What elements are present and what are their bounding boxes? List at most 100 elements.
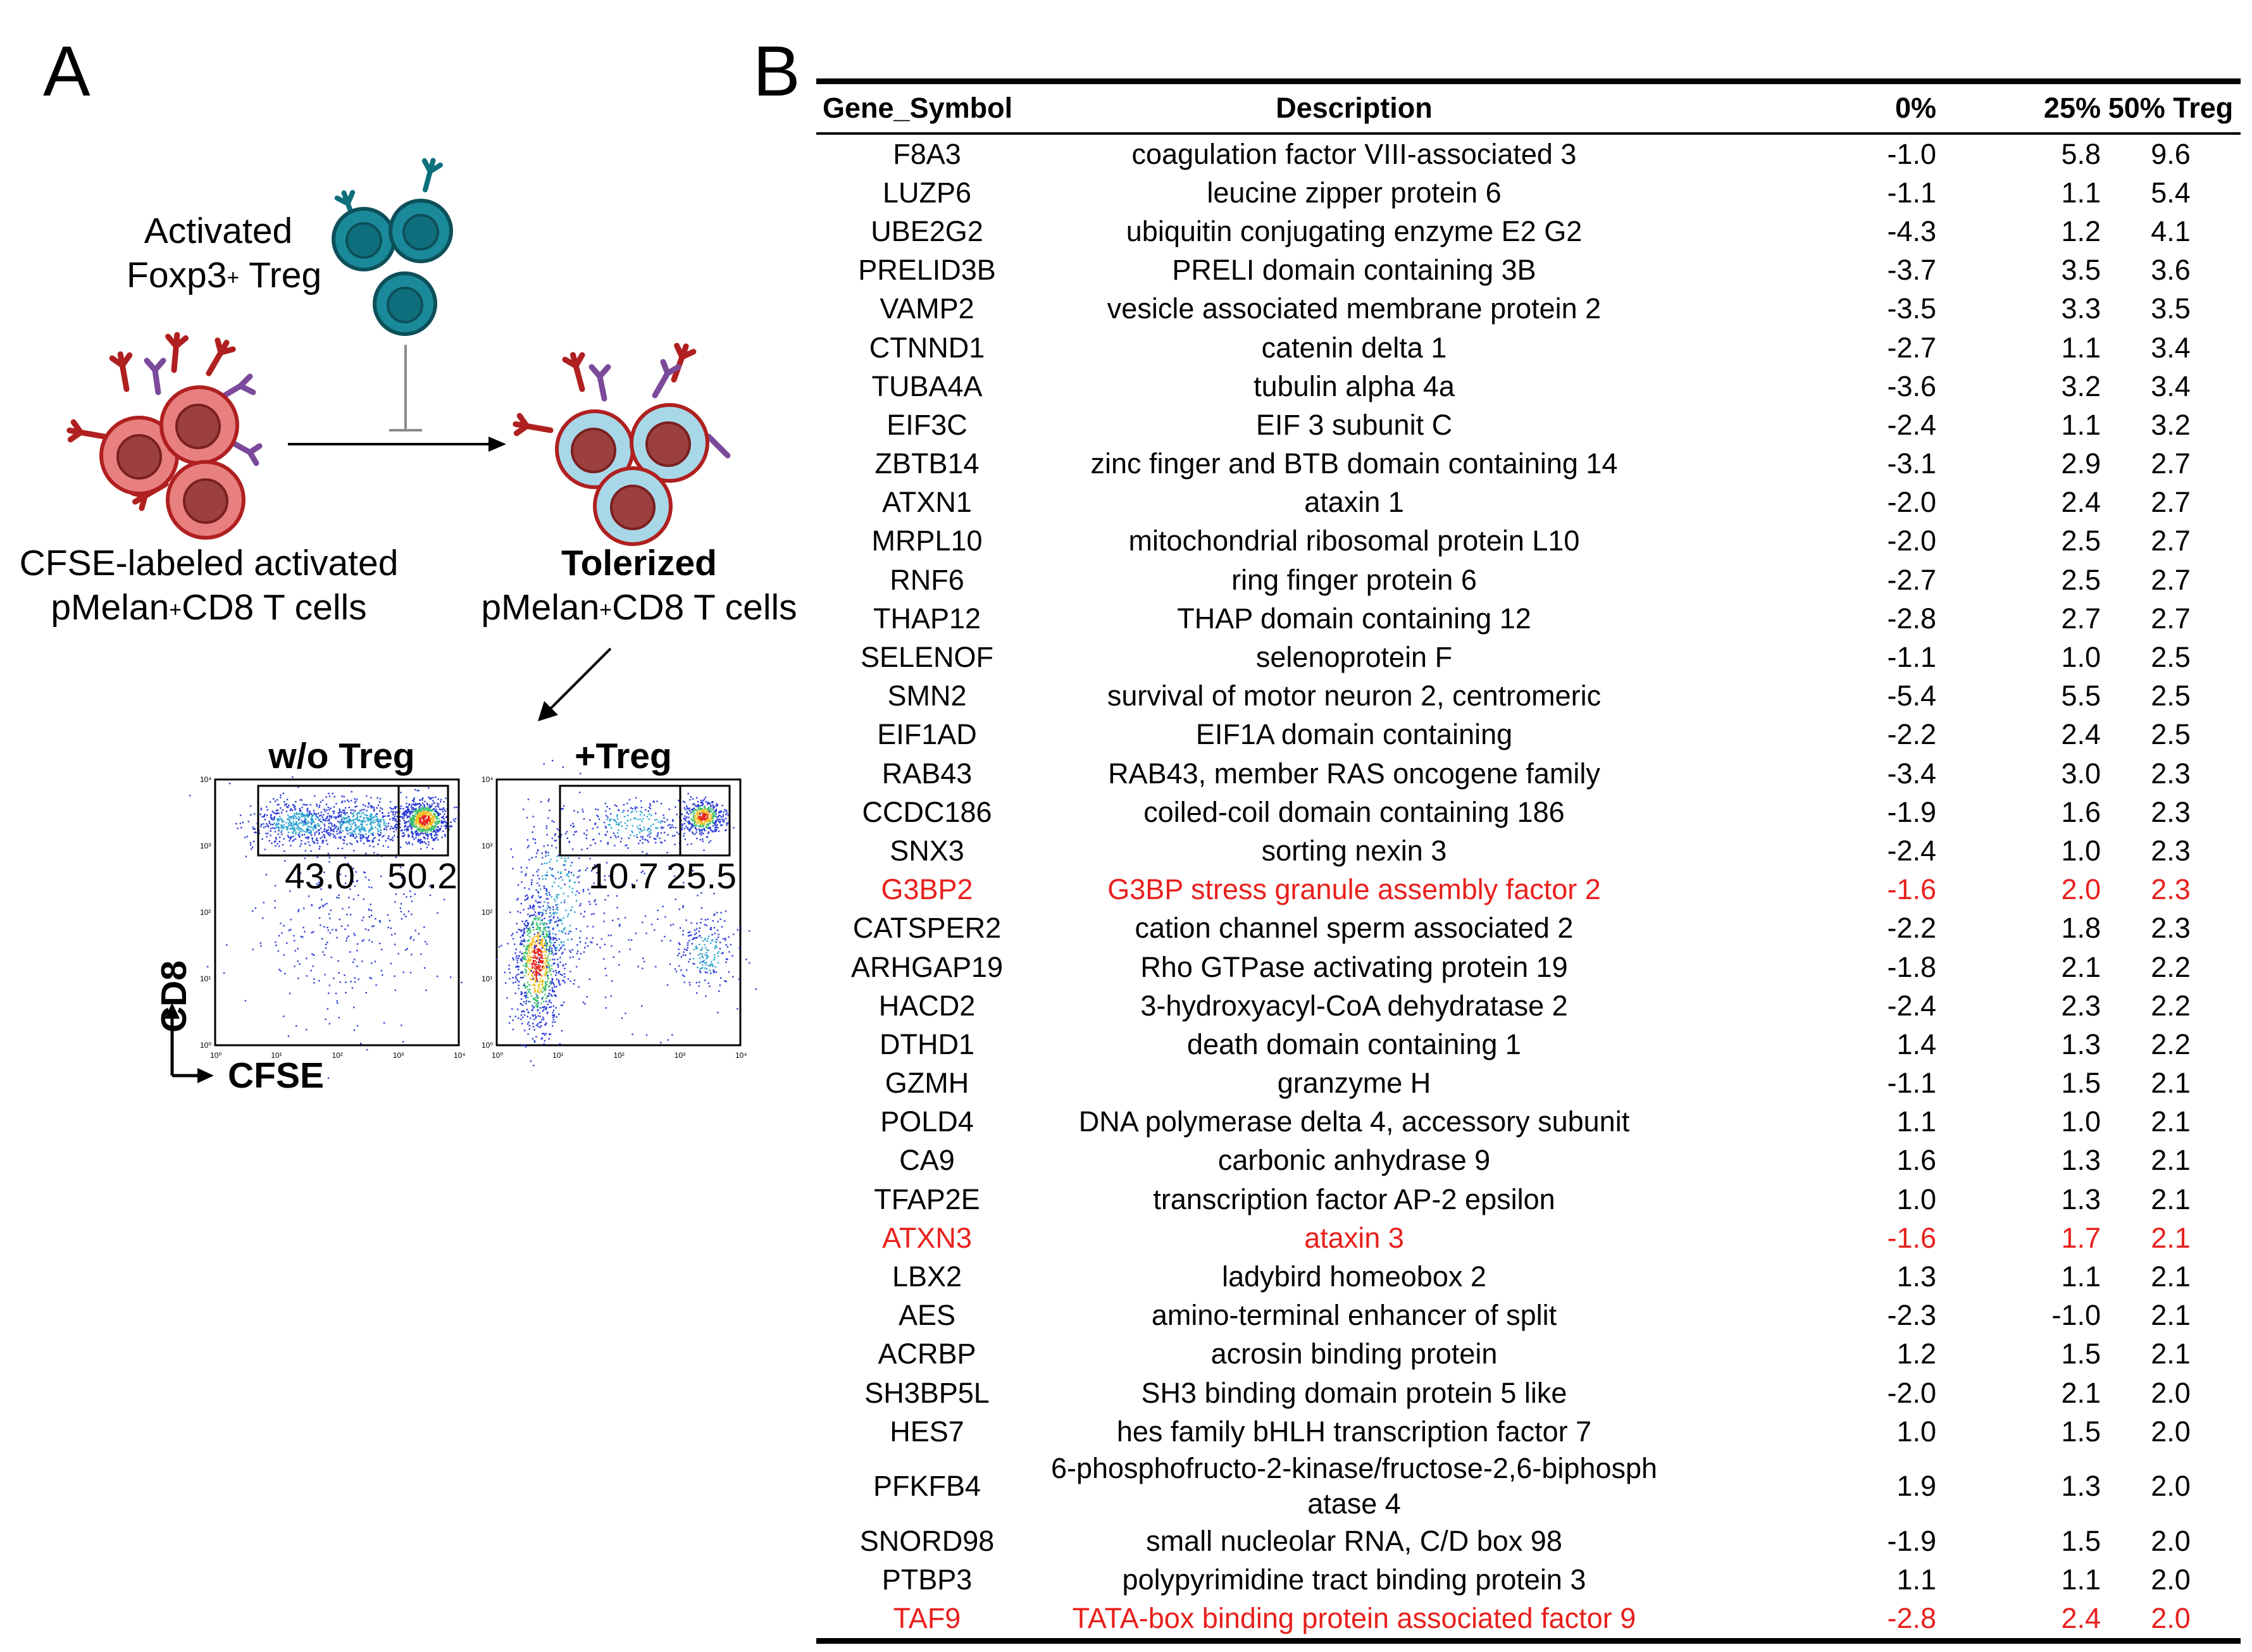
cell-description: cation channel sperm associated 2 — [1135, 912, 1574, 945]
cell-description: coiled-coil domain containing 186 — [1143, 795, 1565, 828]
table-row: AES amino-terminal enhancer of split -2.3 -… — [816, 1296, 2241, 1335]
cell-gene-symbol: CCDC186 — [862, 795, 992, 828]
cell-gene-symbol: CTNND1 — [869, 331, 985, 364]
cell-gene-symbol: CA9 — [899, 1144, 955, 1177]
tolerized-cd8-cells — [514, 344, 731, 546]
cell-0pct: 1.9 — [1896, 1470, 1936, 1503]
cell-50pct-treg: 2.1 — [2151, 1299, 2191, 1332]
plot-left-title: w/o Treg — [268, 736, 415, 776]
cell-gene-symbol: HACD2 — [878, 989, 976, 1022]
cell-description: survival of motor neuron 2, centromeric — [1107, 680, 1602, 712]
cell-50pct-treg: 2.7 — [2151, 602, 2191, 635]
cell-25pct: 1.3 — [2061, 1144, 2101, 1177]
cell-25pct: 2.1 — [2061, 1376, 2101, 1409]
cell-25pct: 1.1 — [2061, 331, 2101, 364]
cell-description: ring finger protein 6 — [1231, 563, 1477, 596]
cell-50pct-treg: 2.0 — [2151, 1415, 2191, 1448]
cell-gene-symbol: SNORD98 — [859, 1524, 995, 1557]
cell-description: EIF 3 subunit C — [1255, 408, 1453, 441]
cell-50pct-treg: 2.7 — [2151, 486, 2191, 519]
treg-cells — [332, 158, 453, 336]
table-row: TUBA4A tubulin alpha 4a -3.6 3.2 3.4 — [816, 367, 2241, 406]
cell-50pct-treg: 2.2 — [2151, 950, 2191, 983]
cell-gene-symbol: THAP12 — [873, 602, 981, 635]
cell-0pct: -2.7 — [1887, 563, 1936, 596]
cell-0pct: -3.1 — [1887, 447, 1936, 480]
svg-text:10⁴: 10⁴ — [735, 1051, 747, 1060]
cell-25pct: 2.5 — [2061, 563, 2101, 596]
cell-25pct: 5.5 — [2061, 680, 2101, 712]
plot-left-events — [189, 776, 463, 1079]
cell-0pct: -2.8 — [1887, 1602, 1936, 1635]
plot-right-gate-left-value: 10.7 — [588, 856, 659, 897]
cell-25pct: 2.4 — [2061, 486, 2101, 519]
svg-text:10¹: 10¹ — [552, 1051, 563, 1060]
cell-25pct: 1.7 — [2061, 1221, 2101, 1254]
cell-50pct-treg: 2.3 — [2151, 873, 2191, 906]
cell-0pct: 1.6 — [1896, 1144, 1936, 1177]
cell-gene-symbol: CATSPER2 — [852, 912, 1002, 945]
cell-gene-symbol: ATXN1 — [882, 486, 972, 519]
cell-gene-symbol: SMN2 — [887, 680, 967, 712]
cell-50pct-treg: 3.4 — [2151, 331, 2191, 364]
cell-50pct-treg: 2.7 — [2151, 563, 2191, 596]
cell-description: catenin delta 1 — [1261, 331, 1447, 364]
cell-25pct: 2.3 — [2061, 989, 2101, 1022]
table-row: TAF9 TATA-box binding protein associated … — [816, 1599, 2241, 1638]
cell-25pct: 2.5 — [2061, 525, 2101, 557]
cell-50pct-treg: 2.0 — [2151, 1563, 2191, 1596]
cell-50pct-treg: 2.1 — [2151, 1221, 2191, 1254]
cell-25pct: 1.0 — [2061, 641, 2101, 674]
cell-50pct-treg: 2.7 — [2151, 525, 2191, 557]
header-50pct-treg: 50% Treg — [2108, 92, 2234, 124]
cell-0pct: -1.1 — [1887, 1067, 1936, 1100]
cell-50pct-treg: 2.0 — [2151, 1602, 2191, 1635]
table-row: POLD4 DNA polymerase delta 4, accessory s… — [816, 1103, 2241, 1141]
cell-gene-symbol: POLD4 — [880, 1105, 974, 1138]
plot-right-gate-right-value: 25.5 — [666, 856, 737, 897]
cell-gene-symbol: ATXN3 — [882, 1221, 972, 1254]
svg-text:10¹: 10¹ — [200, 974, 211, 983]
cell-50pct-treg: 2.1 — [2151, 1067, 2191, 1100]
svg-text:10³: 10³ — [200, 842, 211, 850]
cell-gene-symbol: RAB43 — [881, 757, 973, 790]
svg-text:10²: 10² — [482, 908, 492, 917]
cell-25pct: 3.3 — [2061, 292, 2101, 325]
cell-50pct-treg: 2.1 — [2151, 1183, 2191, 1215]
cell-0pct: -1.0 — [1887, 137, 1936, 170]
cell-description: zinc finger and BTB domain containing 14 — [1090, 447, 1618, 480]
cell-50pct-treg: 2.3 — [2151, 757, 2191, 790]
svg-text:10³: 10³ — [482, 842, 492, 850]
cell-schematic — [0, 0, 731, 721]
cell-25pct: 2.0 — [2061, 873, 2101, 906]
cell-description: PRELI domain containing 3B — [1172, 254, 1536, 287]
header-description: Description — [1276, 92, 1433, 124]
cell-0pct: 1.0 — [1896, 1415, 1936, 1448]
table-row: ATXN1 ataxin 1 -2.0 2.4 2.7 — [816, 483, 2241, 522]
cell-25pct: 1.3 — [2061, 1028, 2101, 1060]
cell-0pct: 1.0 — [1896, 1183, 1936, 1215]
table-row: ARHGAP19 Rho GTPase activating protein 19… — [816, 948, 2241, 986]
cell-0pct: -1.6 — [1887, 873, 1936, 906]
tolerized-cells-label: Tolerized pMelan+CD8 T cells — [481, 543, 797, 628]
cell-description: coagulation factor VIII-associated 3 — [1131, 137, 1577, 170]
cell-description: death domain containing 1 — [1187, 1028, 1521, 1060]
header-0pct: 0% — [1894, 92, 1936, 124]
cell-0pct: -3.5 — [1887, 292, 1936, 325]
cell-0pct: -1.6 — [1887, 1221, 1936, 1254]
cell-gene-symbol: ZBTB14 — [874, 447, 980, 480]
cell-gene-symbol: DTHD1 — [879, 1028, 974, 1060]
cell-50pct-treg: 2.2 — [2151, 989, 2191, 1022]
svg-text:10⁰: 10⁰ — [482, 1041, 493, 1050]
cell-description: SH3 binding domain protein 5 like — [1141, 1376, 1567, 1409]
cell-50pct-treg: 3.4 — [2151, 370, 2191, 402]
cell-0pct: 1.2 — [1896, 1338, 1936, 1370]
cell-25pct: 1.5 — [2061, 1338, 2101, 1370]
table-row: CATSPER2 cation channel sperm associated … — [816, 909, 2241, 948]
panel-a-letter: A — [43, 32, 90, 111]
treg-label: Activated Foxp3+ Treg — [127, 211, 322, 295]
plot-left-gate-right-value: 50.2 — [387, 856, 457, 897]
cell-0pct: 1.1 — [1896, 1563, 1936, 1596]
cell-description: DNA polymerase delta 4, accessory subuni… — [1078, 1105, 1630, 1138]
svg-text:10⁴: 10⁴ — [454, 1051, 466, 1060]
